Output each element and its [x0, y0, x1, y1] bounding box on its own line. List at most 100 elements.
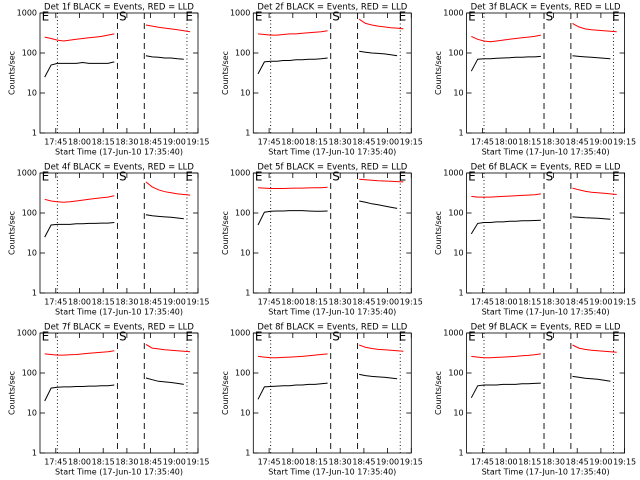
annotation: S	[546, 170, 554, 184]
annotation: E	[42, 10, 50, 24]
plot-frame	[252, 12, 412, 134]
y-tick-label: 1000	[17, 329, 37, 338]
y-tick-label: 100	[235, 49, 250, 58]
y-tick-label: 10	[240, 249, 250, 258]
annotation: E	[468, 10, 476, 24]
x-tick-label: 19:15	[186, 138, 209, 147]
x-tick-label: 19:15	[400, 298, 423, 307]
plot-frame	[39, 332, 199, 454]
y-tick-label: 10	[240, 409, 250, 418]
x-tick-label: 18:30	[329, 298, 352, 307]
x-tick-label: 18:30	[329, 458, 352, 467]
annotation: E	[185, 330, 193, 344]
x-axis-label: Start Time (17-Jun-10 17:35:40)	[55, 308, 183, 317]
annotation: E	[468, 330, 476, 344]
series-line	[257, 344, 404, 359]
annotation: E	[399, 10, 407, 24]
annotation: S	[332, 170, 340, 184]
x-tick-label: 18:30	[115, 458, 138, 467]
series-line	[44, 377, 184, 402]
x-tick-label: 18:15	[92, 138, 115, 147]
y-tick-label: 1000	[17, 169, 37, 178]
x-tick-label: 19:00	[163, 138, 186, 147]
x-tick-label: 18:45	[352, 138, 375, 147]
series-line	[257, 18, 404, 36]
x-tick-label: 18:45	[352, 298, 375, 307]
series-line	[257, 200, 398, 226]
x-tick-label: 18:15	[92, 298, 115, 307]
x-tick-label: 18:15	[305, 458, 328, 467]
x-axis-label: Start Time (17-Jun-10 17:35:40)	[482, 308, 610, 317]
annotation: E	[185, 10, 193, 24]
y-axis-label: Counts/sec	[434, 51, 443, 95]
annotation: E	[612, 330, 620, 344]
chart-title: Det 9f BLACK = Events, RED = LLD	[471, 323, 621, 333]
x-tick-label: 19:15	[400, 458, 423, 467]
x-axis-label: Start Time (17-Jun-10 17:35:40)	[482, 148, 610, 157]
y-tick-label: 1000	[443, 169, 463, 178]
plot-frame	[466, 12, 626, 134]
y-axis-label: Counts/sec	[8, 371, 17, 415]
annotation: S	[332, 330, 340, 344]
chart-title: Det 6f BLACK = Events, RED = LLD	[471, 163, 621, 173]
annotation: E	[612, 10, 620, 24]
y-tick-label: 100	[22, 49, 37, 58]
y-tick-label: 1	[459, 289, 464, 298]
y-axis-label: Counts/sec	[8, 51, 17, 95]
x-tick-label: 17:45	[258, 298, 281, 307]
x-tick-label: 18:00	[68, 138, 91, 147]
y-tick-label: 1	[459, 129, 464, 138]
chart-panel: Det 3f BLACK = Events, RED = LLD 1 10 100 10…	[434, 3, 636, 157]
x-tick-label: 18:00	[281, 298, 304, 307]
y-tick-label: 1000	[230, 169, 250, 178]
x-tick-label: 18:00	[495, 458, 518, 467]
chart-panel: Det 9f BLACK = Events, RED = LLD 1 10 100 10…	[434, 323, 636, 477]
x-tick-label: 19:00	[376, 138, 399, 147]
x-tick-label: 17:45	[258, 138, 281, 147]
series-line	[471, 22, 617, 43]
chart-title: Det 1f BLACK = Events, RED = LLD	[44, 3, 194, 13]
x-tick-label: 18:30	[115, 298, 138, 307]
x-tick-label: 18:30	[115, 138, 138, 147]
y-tick-label: 100	[448, 369, 463, 378]
series-line	[257, 178, 404, 189]
x-tick-label: 18:15	[305, 138, 328, 147]
x-tick-label: 18:15	[92, 458, 115, 467]
y-tick-label: 10	[240, 89, 250, 98]
x-tick-label: 19:15	[613, 458, 636, 467]
x-tick-label: 19:15	[186, 458, 209, 467]
x-tick-label: 17:45	[44, 458, 67, 467]
plot-frame	[252, 172, 412, 294]
chart-title: Det 2f BLACK = Events, RED = LLD	[257, 3, 407, 13]
x-tick-label: 17:45	[44, 138, 67, 147]
annotation: E	[399, 170, 407, 184]
x-tick-label: 19:00	[163, 298, 186, 307]
chart-title: Det 3f BLACK = Events, RED = LLD	[471, 3, 621, 13]
x-tick-label: 18:00	[281, 458, 304, 467]
annotation: S	[332, 10, 340, 24]
x-axis-label: Start Time (17-Jun-10 17:35:40)	[55, 468, 183, 477]
series-line	[257, 50, 398, 75]
chart-title: Det 4f BLACK = Events, RED = LLD	[44, 163, 194, 173]
x-tick-label: 17:45	[44, 298, 67, 307]
x-tick-label: 18:45	[139, 298, 162, 307]
x-tick-label: 17:45	[471, 138, 494, 147]
plot-frame	[466, 172, 626, 294]
series-line	[471, 344, 617, 359]
x-tick-label: 19:00	[163, 458, 186, 467]
chart-panel: Det 7f BLACK = Events, RED = LLD 1 10 100 10…	[8, 323, 210, 477]
x-tick-label: 18:45	[566, 138, 589, 147]
chart-panel: Det 4f BLACK = Events, RED = LLD 1 10 100 10…	[8, 163, 210, 317]
y-tick-label: 1000	[17, 9, 37, 18]
y-axis-label: Counts/sec	[221, 371, 230, 415]
x-tick-label: 18:00	[281, 138, 304, 147]
y-axis-label: Counts/sec	[221, 211, 230, 255]
annotation: E	[399, 330, 407, 344]
x-axis-label: Start Time (17-Jun-10 17:35:40)	[268, 308, 396, 317]
x-axis-label: Start Time (17-Jun-10 17:35:40)	[55, 148, 183, 157]
x-tick-label: 18:45	[566, 298, 589, 307]
y-tick-label: 100	[448, 209, 463, 218]
series-line	[471, 187, 617, 198]
